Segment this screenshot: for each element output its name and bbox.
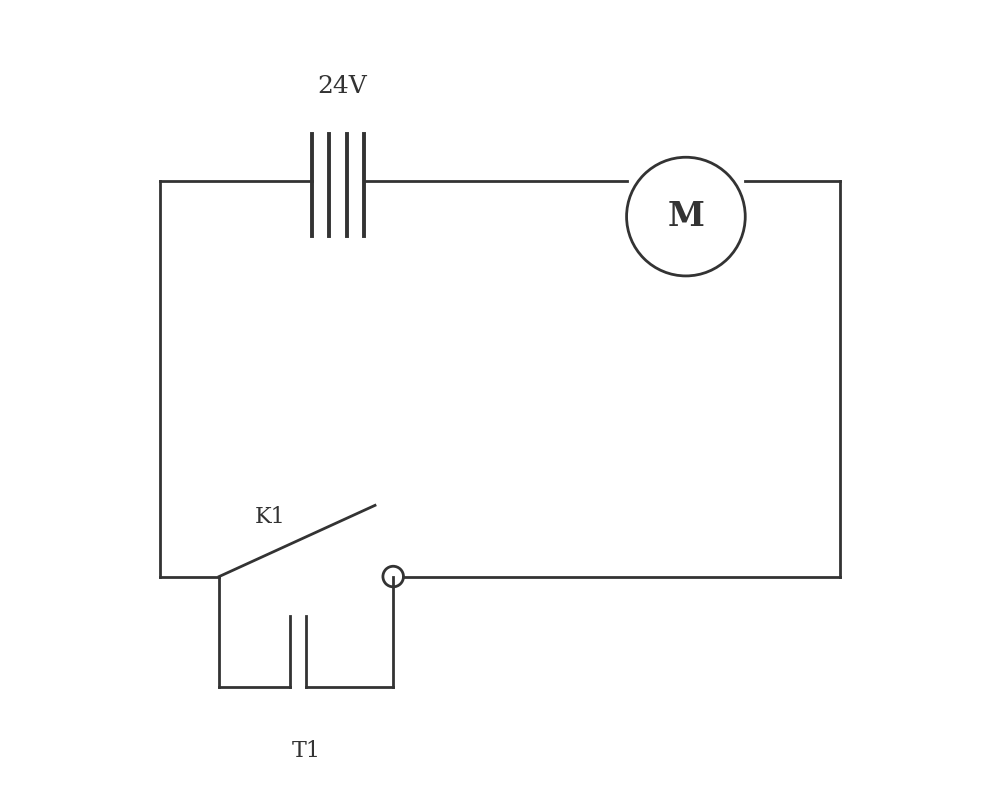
Text: T1: T1 [292, 740, 321, 762]
Text: M: M [667, 200, 704, 233]
Text: 24V: 24V [317, 75, 367, 97]
Text: K1: K1 [255, 506, 286, 528]
